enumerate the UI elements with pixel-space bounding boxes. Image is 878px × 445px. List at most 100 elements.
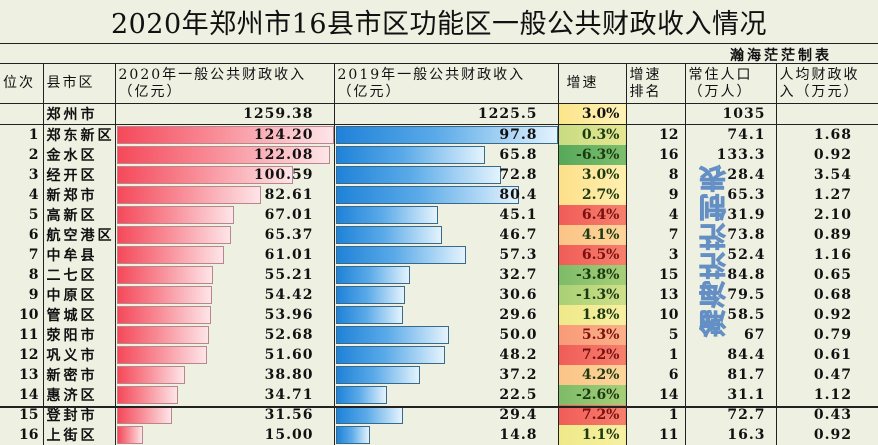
rev2020-value: 15.00 — [264, 427, 314, 443]
table-row: 15 登封市 31.56 29.4 7.2% 1 72.7 0.43 — [0, 405, 878, 425]
table-row: 12 巩义市 51.60 48.2 7.2% 1 84.4 0.61 — [0, 345, 878, 365]
header-per-capita: 人均财政收 入（万元） — [775, 64, 878, 104]
growth-rank-cell: 11 — [625, 425, 685, 445]
rev2020-value: 82.61 — [264, 187, 314, 203]
growth-cell: 4.1% — [557, 225, 626, 245]
district-name: 管城区 — [42, 305, 115, 325]
population-cell: 73.8 — [684, 225, 776, 245]
rev2020-bar — [116, 286, 212, 304]
district-name: 二七区 — [42, 265, 115, 285]
header-population: 常住人口 （万人） — [684, 64, 776, 104]
header-rev2019: 2019年一般公共财政收入 （亿元） — [333, 64, 558, 104]
population-cell: 52.4 — [684, 245, 776, 265]
district-name: 中牟县 — [42, 245, 115, 265]
rev2020-value: 52.68 — [264, 327, 314, 343]
table-row: 2 金水区 122.08 65.8 -6.3% 16 133.3 0.92 — [0, 145, 878, 165]
rev2019-value: 32.7 — [499, 267, 538, 283]
rev2019-bar — [335, 146, 485, 164]
rank-cell: 3 — [28, 167, 39, 183]
rev2020-value: 34.71 — [264, 387, 314, 403]
rev2019-cell: 22.5 — [333, 385, 558, 405]
credit-row: 瀚海茫茫制表 — [0, 44, 878, 64]
rev2019-bar — [335, 206, 438, 224]
rev2020-bar — [116, 186, 261, 204]
table-bottom-border — [0, 406, 878, 408]
rev2020-bar — [116, 166, 293, 184]
rev2020-value: 31.56 — [264, 407, 314, 423]
per-capita-cell: 0.47 — [775, 365, 878, 385]
rev2019-cell: 80.4 — [333, 185, 558, 205]
rev2019-bar — [335, 386, 387, 404]
rev2019-bar — [335, 306, 403, 324]
per-capita-cell: 0.89 — [775, 225, 878, 245]
rank-cell: 2 — [28, 147, 39, 163]
revenue-table: 位次 县市区 2020年一般公共财政收入 （亿元） 2019年一般公共财政收入 （亿… — [0, 64, 878, 445]
table-row: 3 经开区 100.59 72.8 3.0% 8 28.4 3.54 — [0, 165, 878, 185]
city-per-capita — [775, 103, 878, 125]
rev2020-value: 67.01 — [264, 207, 314, 223]
per-capita-cell: 1.27 — [775, 185, 878, 205]
rev2019-cell: 45.1 — [333, 205, 558, 225]
district-name: 巩义市 — [42, 345, 115, 365]
rev2019-value: 30.6 — [499, 287, 538, 303]
rev2020-cell: 124.20 — [114, 124, 334, 145]
rev2019-cell: 65.8 — [333, 145, 558, 165]
rev2020-value: 38.80 — [264, 367, 314, 383]
rev2020-value: 61.01 — [264, 247, 314, 263]
credit-label: 瀚海茫茫制表 — [730, 48, 832, 64]
growth-rank-cell: 5 — [625, 325, 685, 345]
per-capita-cell: 2.10 — [775, 205, 878, 225]
rev2020-bar — [116, 326, 209, 344]
rev2019-cell: 50.0 — [333, 325, 558, 345]
rank-cell: 9 — [28, 287, 39, 303]
rev2020-bar — [116, 426, 143, 444]
growth-rank-cell: 14 — [625, 385, 685, 405]
table-row: 6 航空港区 65.37 46.7 4.1% 7 73.8 0.89 — [0, 225, 878, 245]
growth-cell: 1.8% — [557, 305, 626, 325]
rev2020-bar — [116, 146, 330, 164]
population-cell: 31.1 — [684, 385, 776, 405]
rank-cell: 15 — [19, 407, 39, 423]
district-name: 荥阳市 — [42, 325, 115, 345]
rank-cell: 12 — [19, 347, 39, 363]
per-capita-cell: 0.61 — [775, 345, 878, 365]
population-cell: 81.7 — [684, 365, 776, 385]
district-name: 上街区 — [42, 425, 115, 445]
rev2020-cell: 65.37 — [114, 225, 334, 245]
rev2020-cell: 53.96 — [114, 305, 334, 325]
rank-cell: 5 — [28, 207, 39, 223]
rank-cell: 14 — [19, 387, 39, 403]
rev2020-bar — [116, 226, 231, 244]
growth-rank-cell: 10 — [625, 305, 685, 325]
rev2019-value: 57.3 — [499, 247, 538, 263]
district-name: 新密市 — [42, 365, 115, 385]
header-growth-rank: 增速 排名 — [625, 64, 685, 104]
growth-rank-cell: 15 — [625, 265, 685, 285]
rev2020-cell: 31.56 — [114, 405, 334, 425]
population-cell: 31.9 — [684, 205, 776, 225]
growth-rank-cell: 12 — [625, 124, 685, 145]
population-cell: 67 — [684, 325, 776, 345]
rev2019-bar — [335, 246, 466, 264]
per-capita-cell: 0.92 — [775, 145, 878, 165]
city-growth: 3.0% — [557, 103, 626, 125]
growth-rank-cell: 8 — [625, 165, 685, 185]
growth-cell: 6.5% — [557, 245, 626, 265]
rank-cell: 13 — [19, 367, 39, 383]
rev2019-bar — [335, 286, 405, 304]
rev2019-bar — [335, 166, 501, 184]
rev2019-bar — [335, 326, 449, 344]
rev2020-bar — [116, 386, 178, 404]
rank-cell: 4 — [28, 187, 39, 203]
rev2019-bar — [335, 426, 370, 444]
per-capita-cell: 1.12 — [775, 385, 878, 405]
rev2019-cell: 29.6 — [333, 305, 558, 325]
per-capita-cell: 3.54 — [775, 165, 878, 185]
growth-cell: -2.6% — [557, 385, 626, 405]
district-name: 中原区 — [42, 285, 115, 305]
rev2020-bar — [116, 266, 213, 284]
growth-cell: 7.2% — [557, 405, 626, 425]
growth-rank-cell: 7 — [625, 225, 685, 245]
rev2020-cell: 54.42 — [114, 285, 334, 305]
district-name: 经开区 — [42, 165, 115, 185]
